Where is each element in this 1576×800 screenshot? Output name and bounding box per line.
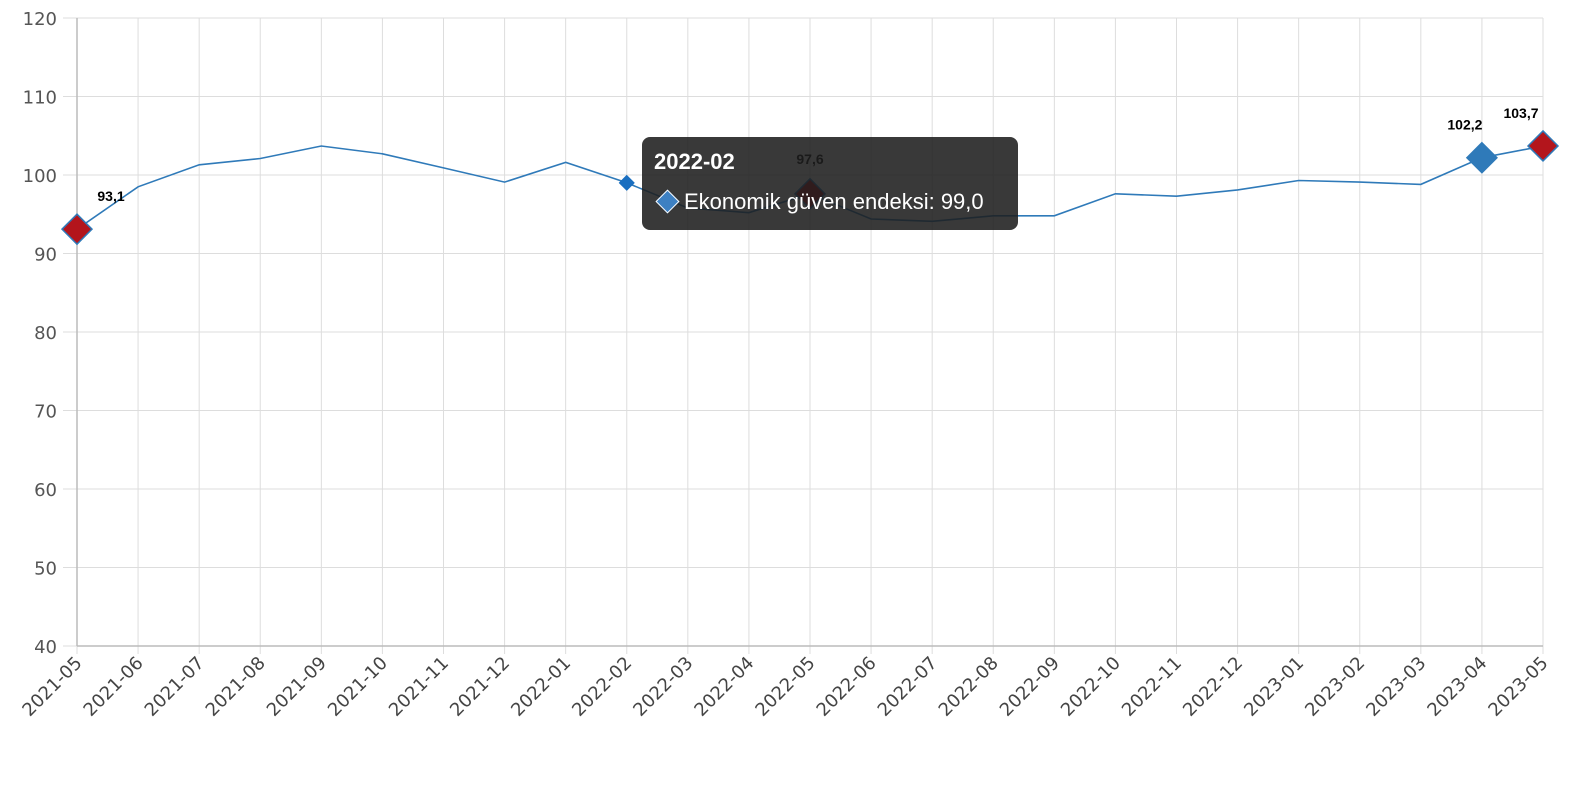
- data-point-marker-highlight[interactable]: [1526, 129, 1560, 163]
- x-axis-ticks: 2021-052021-062021-072021-082021-092021-…: [18, 653, 1552, 721]
- data-point-marker-hover[interactable]: [618, 174, 635, 191]
- y-tick-label: 100: [23, 166, 57, 187]
- tooltip: 2022-02 Ekonomik güven endeksi: 99,0: [642, 137, 1018, 230]
- y-tick-label: 60: [34, 480, 57, 501]
- x-tick-label: 2021-11: [385, 653, 453, 721]
- x-tick-label: 2021-06: [80, 653, 148, 721]
- data-label: 93,1: [97, 188, 124, 204]
- y-tick-label: 80: [34, 323, 57, 344]
- x-tick-label: 2021-07: [141, 653, 209, 721]
- x-tick-label: 2022-03: [629, 653, 697, 721]
- tooltip-title: 2022-02: [654, 149, 735, 174]
- x-tick-label: 2022-10: [1057, 653, 1125, 721]
- y-tick-label: 120: [23, 9, 57, 30]
- y-tick-label: 50: [34, 559, 57, 580]
- data-point-marker-highlight[interactable]: [60, 213, 94, 246]
- x-tick-label: 2022-06: [813, 653, 881, 721]
- x-tick-label: 2021-12: [446, 653, 514, 721]
- x-tick-label: 2022-11: [1118, 653, 1186, 721]
- x-tick-label: 2021-10: [324, 653, 392, 721]
- x-tick-label: 2022-07: [874, 653, 942, 721]
- x-tick-label: 2023-05: [1484, 653, 1552, 721]
- y-tick-label: 70: [34, 402, 57, 423]
- tooltip-row: Ekonomik güven endeksi: 99,0: [655, 189, 984, 215]
- x-tick-label: 2023-01: [1240, 653, 1308, 721]
- x-tick-label: 2022-05: [751, 653, 819, 721]
- tooltip-value: Ekonomik güven endeksi: 99,0: [684, 189, 984, 214]
- data-label: 102,2: [1447, 117, 1482, 133]
- x-tick-label: 2022-01: [507, 653, 575, 721]
- x-tick-label: 2023-04: [1423, 653, 1491, 721]
- x-tick-label: 2022-12: [1179, 653, 1247, 721]
- x-tick-label: 2023-02: [1301, 653, 1369, 721]
- y-tick-label: 90: [34, 245, 57, 266]
- data-label: 103,7: [1503, 105, 1538, 121]
- y-tick-label: 110: [23, 88, 57, 109]
- grid: [63, 17, 1544, 654]
- x-tick-label: 2021-05: [18, 653, 86, 721]
- y-tick-label: 40: [34, 637, 57, 658]
- x-tick-label: 2021-08: [202, 653, 270, 721]
- x-tick-label: 2022-08: [935, 653, 1003, 721]
- x-tick-label: 2023-03: [1362, 653, 1430, 721]
- data-point-marker[interactable]: [1465, 141, 1498, 174]
- x-tick-label: 2021-09: [263, 653, 331, 721]
- x-tick-label: 2022-04: [690, 653, 758, 721]
- x-tick-label: 2022-09: [996, 653, 1064, 721]
- y-axis-ticks: 40 50 60 70 80 90 100 110 120: [23, 9, 57, 658]
- series-swatch-icon: [655, 189, 680, 214]
- x-tick-label: 2022-02: [568, 653, 636, 721]
